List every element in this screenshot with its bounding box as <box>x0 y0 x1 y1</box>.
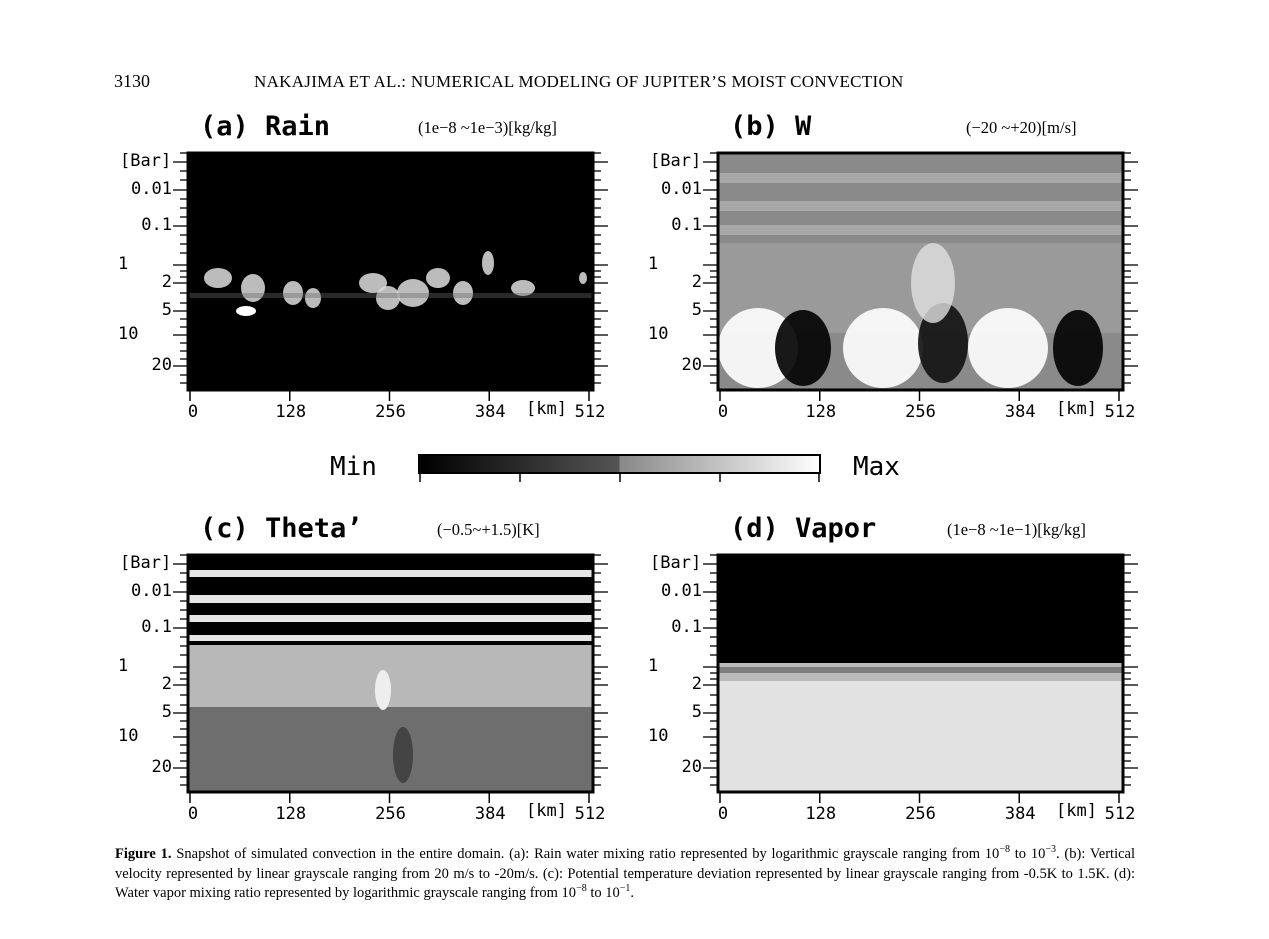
caption-text: . <box>630 885 634 901</box>
caption-text: to 10 <box>1009 846 1046 862</box>
y-tick-label: 10 <box>118 324 139 344</box>
x-tick-label: 0 <box>187 804 199 824</box>
colorbar-max: Max <box>853 452 900 482</box>
x-axis-unit: [km] <box>526 399 567 419</box>
y-tick-label: 0.01 <box>131 179 172 199</box>
x-tick-label: 384 <box>1004 402 1036 422</box>
y-axis-unit: [Bar] <box>120 151 172 171</box>
caption: Figure 1. Snapshot of simulated convecti… <box>115 845 1135 904</box>
y-tick-label: 1 <box>118 656 129 676</box>
y-axis-unit: [Bar] <box>650 553 702 573</box>
y-tick-label: 5 <box>161 702 172 722</box>
panel-range: (−20 ~+20)[m/s] <box>966 118 1077 137</box>
y-axis-unit: [Bar] <box>650 151 702 171</box>
x-tick-label: 256 <box>905 804 936 824</box>
y-tick-label: 0.1 <box>671 617 702 637</box>
panel-range: (1e−8 ~1e−1)[kg/kg] <box>947 520 1086 539</box>
colorbar <box>418 454 821 482</box>
colorbar-min: Min <box>330 452 377 482</box>
x-tick-label: 128 <box>275 804 307 824</box>
y-tick-label: 0.01 <box>131 581 172 601</box>
panel-title: (b) W <box>730 111 812 142</box>
x-tick-label: 256 <box>905 402 936 422</box>
x-tick-label: 256 <box>375 402 406 422</box>
caption-text: Snapshot of simulated convection in the … <box>176 846 1000 862</box>
panel-image <box>703 151 1138 401</box>
x-tick-label: 512 <box>1104 804 1136 824</box>
caption-label: Figure 1. <box>115 846 172 862</box>
y-tick-label: 20 <box>681 757 702 777</box>
y-tick-label: 2 <box>691 272 702 292</box>
page-number: 3130 <box>114 71 150 91</box>
caption-text: . (b): Vertical velocity represented by … <box>115 846 1136 901</box>
caption-sup: −3 <box>1045 844 1056 856</box>
y-tick-label: 2 <box>161 272 172 292</box>
panel-title: (c) Theta’ <box>200 513 363 544</box>
x-axis-unit: [km] <box>1056 399 1097 419</box>
y-tick-label: 0.01 <box>661 179 702 199</box>
panel-range: (1e−8 ~1e−3)[kg/kg] <box>418 118 557 137</box>
y-tick-label: 10 <box>118 726 139 746</box>
x-tick-label: 0 <box>187 402 199 422</box>
panel-range: (−0.5~+1.5)[K] <box>437 520 540 539</box>
y-tick-label: 0.01 <box>661 581 702 601</box>
caption-sup: −1 <box>619 883 631 895</box>
panel-image <box>173 553 608 803</box>
x-tick-label: 128 <box>805 402 837 422</box>
y-tick-label: 10 <box>648 324 669 344</box>
y-tick-label: 1 <box>118 254 129 274</box>
x-tick-label: 512 <box>574 402 606 422</box>
y-tick-label: 20 <box>681 355 702 375</box>
x-tick-label: 256 <box>375 804 406 824</box>
caption-sup: −8 <box>576 883 587 895</box>
x-tick-label: 0 <box>717 804 729 824</box>
y-tick-label: 0.1 <box>671 215 702 235</box>
y-tick-label: 20 <box>151 757 172 777</box>
y-tick-label: 5 <box>691 300 702 320</box>
y-tick-label: 1 <box>648 254 659 274</box>
x-tick-label: 384 <box>1004 804 1036 824</box>
y-tick-label: 20 <box>151 355 172 375</box>
y-tick-label: 2 <box>691 674 702 694</box>
panel-title: (a) Rain <box>200 111 331 142</box>
x-tick-label: 384 <box>474 402 506 422</box>
panel-image <box>703 553 1138 803</box>
y-tick-label: 5 <box>691 702 702 722</box>
y-axis-unit: [Bar] <box>120 553 172 573</box>
y-tick-label: 5 <box>161 300 172 320</box>
running-title: NAKAJIMA ET AL.: NUMERICAL MODELING OF J… <box>254 72 904 91</box>
x-tick-label: 0 <box>717 402 729 422</box>
y-tick-label: 10 <box>648 726 669 746</box>
caption-sup: −8 <box>999 844 1010 856</box>
x-axis-unit: [km] <box>526 801 567 821</box>
y-tick-label: 1 <box>648 656 659 676</box>
x-tick-label: 512 <box>1104 402 1136 422</box>
panel-image <box>173 151 608 401</box>
y-tick-label: 0.1 <box>141 215 172 235</box>
y-tick-label: 2 <box>161 674 172 694</box>
x-tick-label: 128 <box>275 402 307 422</box>
panel-title: (d) Vapor <box>730 513 877 544</box>
x-tick-label: 128 <box>805 804 837 824</box>
x-tick-label: 384 <box>474 804 506 824</box>
y-tick-label: 0.1 <box>141 617 172 637</box>
x-axis-unit: [km] <box>1056 801 1097 821</box>
caption-text: to 10 <box>586 885 620 901</box>
x-tick-label: 512 <box>574 804 606 824</box>
